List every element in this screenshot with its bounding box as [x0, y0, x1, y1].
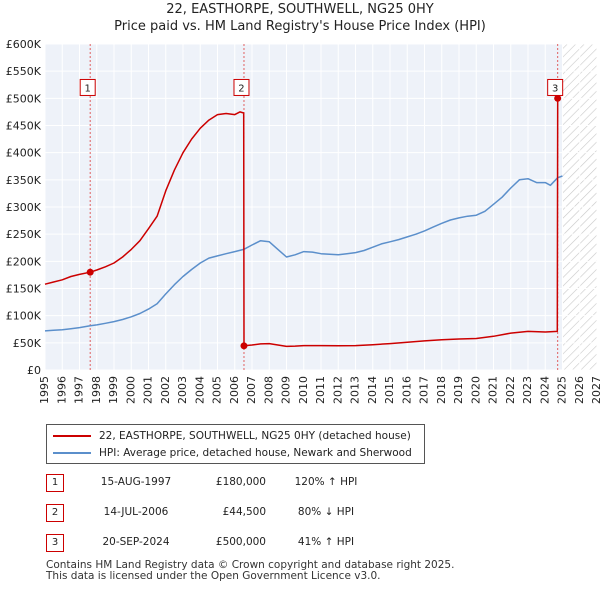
- sale-label: 3: [552, 83, 558, 94]
- legend-label-property: 22, EASTHORPE, SOUTHWELL, NG25 0HY (deta…: [99, 430, 411, 442]
- x-tick-label: 2022: [504, 376, 517, 404]
- sale-date: 20-SEP-2024: [102, 536, 170, 548]
- x-tick-label: 1995: [38, 376, 51, 404]
- legend-swatch-property: [53, 435, 91, 437]
- legend-label-hpi: HPI: Average price, detached house, Newa…: [99, 447, 412, 459]
- x-tick-label: 1999: [107, 376, 120, 404]
- x-tick-label: 2024: [538, 376, 551, 404]
- x-tick-label: 1997: [73, 376, 86, 404]
- y-tick-label: £350K: [6, 174, 42, 187]
- x-tick-label: 2005: [211, 376, 224, 404]
- x-tick-label: 2003: [176, 376, 189, 404]
- sale-point: [554, 94, 562, 102]
- x-tick-label: 2017: [418, 376, 431, 404]
- sale-label-box: [233, 78, 250, 96]
- hpi-line: [44, 175, 563, 332]
- x-tick-label: 2027: [590, 376, 600, 404]
- legend: 22, EASTHORPE, SOUTHWELL, NG25 0HY (deta…: [46, 424, 425, 464]
- y-tick-label: £400K: [6, 147, 42, 160]
- x-tick-label: 2016: [400, 376, 413, 404]
- x-tick-label: 2026: [573, 376, 586, 404]
- sale-point: [240, 342, 248, 350]
- x-tick-label: 2013: [349, 376, 362, 404]
- y-tick-label: £550K: [6, 65, 42, 78]
- x-tick-label: 2018: [435, 376, 448, 404]
- price-chart: 1 2 3 £0 £50K £100K £150K £200K £250K £300K £350K £…: [6, 38, 600, 404]
- sale-hpi-change: 120% ↑ HPI: [294, 476, 358, 488]
- sale-point: [86, 268, 94, 276]
- sale-price: £500,000: [215, 536, 266, 548]
- sale-marker-label: 3: [46, 534, 64, 552]
- sale-label: 1: [85, 83, 91, 94]
- x-tick-label: 2021: [487, 376, 500, 404]
- x-tick-label: 2020: [469, 376, 482, 404]
- x-tick-label: 2008: [262, 376, 275, 404]
- table-row: 3 20-SEP-2024 £500,000 41% ↑ HPI: [46, 534, 386, 554]
- y-tick-label: £250K: [6, 228, 42, 241]
- chart-title: 22, EASTHORPE, SOUTHWELL, NG25 0HY: [166, 2, 434, 17]
- legend-item-hpi: HPI: Average price, detached house, Newa…: [53, 445, 412, 461]
- sale-marker-label: 1: [46, 474, 64, 492]
- sale-label-box: [79, 78, 96, 96]
- x-tick-label: 2006: [228, 376, 241, 404]
- y-tick-label: £450K: [6, 120, 42, 133]
- footer-copyright: Contains HM Land Registry data © Crown c…: [46, 559, 455, 571]
- x-tick-label: 2012: [331, 376, 344, 404]
- x-tick-label: 2010: [297, 376, 310, 404]
- legend-swatch-hpi: [53, 452, 91, 454]
- sale-price: £180,000: [215, 476, 266, 488]
- x-tick-label: 2009: [280, 376, 293, 404]
- x-tick-label: 2000: [124, 376, 137, 404]
- sale-date: 14-JUL-2006: [103, 506, 169, 518]
- sale-hpi-change: 41% ↑ HPI: [297, 536, 355, 548]
- sale-price: £44,500: [222, 506, 266, 518]
- x-tick-label: 2004: [193, 376, 206, 404]
- property-price-line: [44, 98, 559, 348]
- x-tick-label: 2011: [314, 376, 327, 404]
- x-tick-label: 2007: [245, 376, 258, 404]
- table-row: 2 14-JUL-2006 £44,500 80% ↓ HPI: [46, 504, 386, 524]
- sale-date: 15-AUG-1997: [100, 476, 172, 488]
- y-tick-label: £300K: [6, 201, 42, 214]
- x-tick-label: 2015: [383, 376, 396, 404]
- y-tick-label: £600K: [6, 38, 42, 51]
- chart-subtitle: Price paid vs. HM Land Registry's House …: [114, 19, 486, 34]
- x-tick-label: 1998: [90, 376, 103, 404]
- x-tick-label: 2001: [142, 376, 155, 404]
- y-tick-label: £50K: [13, 337, 42, 350]
- x-tick-label: 2014: [366, 376, 379, 404]
- y-tick-label: £200K: [6, 255, 42, 268]
- x-tick-label: 1996: [55, 376, 68, 404]
- y-tick-label: £500K: [6, 92, 42, 105]
- legend-item-property: 22, EASTHORPE, SOUTHWELL, NG25 0HY (deta…: [53, 428, 411, 444]
- y-tick-label: £0: [27, 364, 41, 377]
- sale-label-box: [547, 78, 564, 96]
- x-tick-label: 2002: [159, 376, 172, 404]
- footer: Contains HM Land Registry data © Crown c…: [46, 560, 454, 582]
- table-row: 1 15-AUG-1997 £180,000 120% ↑ HPI: [46, 474, 386, 494]
- x-tick-label: 2019: [452, 376, 465, 404]
- y-tick-label: £150K: [6, 283, 42, 296]
- footer-licence: This data is licensed under the Open Gov…: [46, 570, 381, 582]
- sale-label: 2: [238, 83, 244, 94]
- sale-hpi-change: 80% ↓ HPI: [297, 506, 355, 518]
- y-tick-label: £100K: [6, 310, 42, 323]
- x-tick-label: 2025: [556, 376, 569, 404]
- x-tick-label: 2023: [521, 376, 534, 404]
- sale-marker-label: 2: [46, 504, 64, 522]
